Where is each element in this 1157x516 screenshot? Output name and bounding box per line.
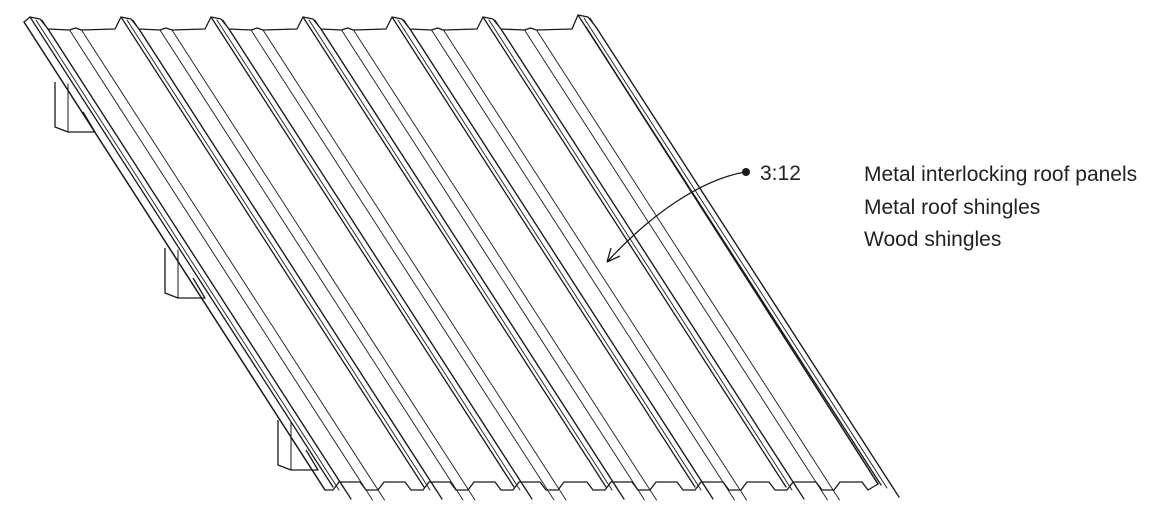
rib-line — [308, 19, 613, 491]
flute-line — [159, 29, 464, 501]
rib-line — [228, 28, 533, 500]
rib-line — [302, 16, 607, 488]
flute-line — [69, 29, 373, 501]
material-item: Metal roof shingles — [864, 196, 1040, 219]
panel-right-edge — [585, 26, 879, 485]
rib-line — [500, 28, 805, 500]
rib-line — [482, 16, 787, 488]
rib-line — [409, 28, 714, 500]
flute-line — [524, 29, 828, 501]
flute-line — [171, 29, 476, 501]
rib-line — [120, 16, 425, 488]
panel-left-edge — [23, 21, 326, 491]
callout-arrow — [606, 171, 746, 263]
pitch-label: 3:12 — [760, 162, 801, 185]
rib-line — [320, 28, 625, 500]
flute-line — [250, 29, 555, 501]
rib-line — [216, 19, 521, 491]
rib-line — [595, 26, 900, 498]
flute-line — [536, 29, 840, 501]
rib-line — [126, 19, 431, 491]
material-list: Metal interlocking roof panels Metal roo… — [864, 163, 1137, 251]
panel-bottom-edge — [325, 481, 879, 491]
rib-line — [47, 28, 352, 500]
rib-line — [488, 19, 793, 491]
rib-line — [29, 16, 334, 488]
rib-line — [35, 19, 340, 491]
flute-line — [353, 29, 657, 501]
panel-top-edge — [23, 14, 597, 31]
flute-line — [431, 29, 735, 501]
flute-line — [262, 29, 567, 501]
flute-line — [443, 29, 747, 501]
rib-line — [391, 16, 696, 488]
rib-line — [583, 17, 888, 489]
material-item: Wood shingles — [864, 228, 1001, 251]
rib-line — [210, 16, 515, 488]
arrowhead-icon — [606, 247, 621, 263]
roof-panels — [23, 14, 900, 501]
pitch-callout: 3:12 — [606, 162, 801, 263]
flute-line — [81, 29, 385, 501]
flute-line — [341, 29, 645, 501]
material-item: Metal interlocking roof panels — [864, 163, 1137, 186]
support-block — [54, 82, 96, 133]
rib-line — [138, 28, 443, 500]
rib-line — [397, 19, 702, 491]
callout-dot — [742, 168, 750, 176]
